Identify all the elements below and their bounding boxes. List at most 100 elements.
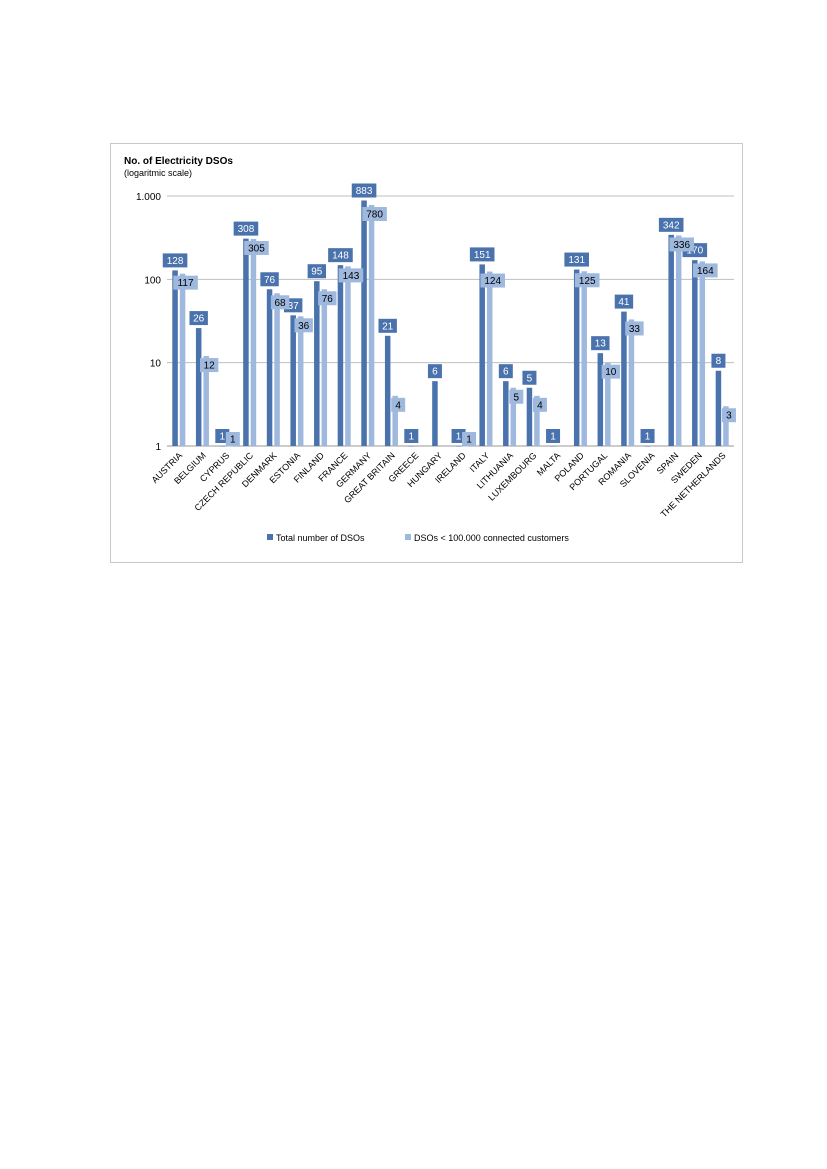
svg-text:76: 76 xyxy=(322,294,334,305)
svg-text:128: 128 xyxy=(167,256,184,267)
data-label-total: 1 xyxy=(640,429,655,443)
data-label-small-dso: 10 xyxy=(601,364,621,379)
data-label-small-dso: 1 xyxy=(462,432,477,446)
chart-subtitle: (logaritmic scale) xyxy=(124,168,192,178)
data-label-small-dso: 336 xyxy=(669,237,694,252)
data-label-total: 308 xyxy=(233,221,259,236)
bar-total xyxy=(573,269,580,446)
y-tick-label: 1 xyxy=(155,442,161,453)
data-label-total: 76 xyxy=(260,272,279,287)
bar-total xyxy=(195,328,202,446)
bar-total xyxy=(550,446,556,447)
bar-small-dso xyxy=(368,204,375,446)
bar-small-dso xyxy=(534,395,540,446)
svg-text:1: 1 xyxy=(456,432,462,443)
bar-total xyxy=(314,281,320,446)
bar-total xyxy=(266,289,273,446)
svg-text:12: 12 xyxy=(204,361,216,372)
svg-text:125: 125 xyxy=(579,276,596,287)
bar-small-dso xyxy=(723,406,729,446)
data-label-small-dso: 5 xyxy=(509,389,524,404)
svg-text:37: 37 xyxy=(288,301,300,312)
data-label-total: 95 xyxy=(307,264,327,279)
svg-text:21: 21 xyxy=(382,321,394,332)
svg-text:151: 151 xyxy=(474,250,491,261)
bar-total xyxy=(337,265,344,446)
chart-title: No. of Electricity DSOs xyxy=(124,156,233,167)
svg-text:143: 143 xyxy=(343,271,360,282)
data-label-small-dso: 164 xyxy=(693,263,718,278)
data-label-small-dso: 125 xyxy=(574,273,600,288)
svg-text:342: 342 xyxy=(663,220,680,231)
bar-small-dso xyxy=(605,362,611,446)
bar-small-dso xyxy=(510,387,517,446)
svg-text:148: 148 xyxy=(332,251,349,262)
svg-text:95: 95 xyxy=(311,267,323,278)
dso-bar-chart: No. of Electricity DSOs (logaritmic scal… xyxy=(124,156,736,543)
data-label-total: 148 xyxy=(328,248,353,263)
svg-text:4: 4 xyxy=(395,400,401,411)
bar-small-dso xyxy=(699,261,706,446)
svg-text:8: 8 xyxy=(716,356,722,367)
data-label-small-dso: 3 xyxy=(721,408,736,423)
y-tick-label: 10 xyxy=(150,359,162,370)
data-label-total: 41 xyxy=(614,294,634,309)
svg-text:117: 117 xyxy=(178,278,194,289)
svg-text:308: 308 xyxy=(238,224,255,235)
svg-text:1: 1 xyxy=(409,432,415,443)
bar-total xyxy=(290,315,296,446)
y-tick-label: 1.000 xyxy=(136,192,161,203)
data-label-total: 883 xyxy=(351,183,377,198)
chart-frame: No. of Electricity DSOs (logaritmic scal… xyxy=(110,143,743,563)
bar-small-dso xyxy=(179,273,186,446)
svg-text:131: 131 xyxy=(568,255,585,266)
svg-text:10: 10 xyxy=(605,367,617,378)
svg-text:5: 5 xyxy=(527,373,533,384)
bar-total xyxy=(408,446,415,447)
bar-total xyxy=(644,446,651,447)
bar-total xyxy=(455,446,462,447)
data-label-total: 131 xyxy=(564,252,589,267)
bar-small-dso xyxy=(203,356,209,446)
y-axis-ticks: 1 10 100 1.000 xyxy=(136,192,161,453)
bar-total xyxy=(668,234,674,446)
svg-text:26: 26 xyxy=(193,314,205,325)
bar-total xyxy=(432,381,438,446)
svg-text:76: 76 xyxy=(264,275,276,286)
data-label-small-dso: 4 xyxy=(391,397,406,412)
bar-total xyxy=(597,353,604,446)
bar-total xyxy=(361,200,367,446)
bar-small-dso xyxy=(345,266,351,446)
svg-text:68: 68 xyxy=(275,298,287,309)
data-label-total: 13 xyxy=(591,336,610,351)
svg-text:33: 33 xyxy=(629,324,641,335)
svg-text:1: 1 xyxy=(645,432,651,443)
svg-text:883: 883 xyxy=(356,186,373,197)
data-label-small-dso: 117 xyxy=(173,275,198,290)
bar-small-dso xyxy=(274,293,280,446)
bar-small-dso xyxy=(297,316,304,446)
data-label-small-dso: 1 xyxy=(225,432,240,446)
bar-small-dso xyxy=(250,238,257,446)
svg-text:1: 1 xyxy=(550,432,556,443)
bar-total xyxy=(526,387,533,446)
bar-total xyxy=(219,446,226,447)
bar-small-dso xyxy=(321,289,328,446)
svg-text:124: 124 xyxy=(484,276,501,287)
bar-total xyxy=(384,335,391,446)
svg-text:Total number of DSOs: Total number of DSOs xyxy=(276,533,365,543)
legend-item: DSOs < 100.000 connected customers xyxy=(405,533,569,543)
data-label-total: 1 xyxy=(404,429,419,443)
svg-text:170: 170 xyxy=(686,246,703,257)
data-label-total: 1 xyxy=(546,429,561,443)
bar-small-dso xyxy=(227,446,233,447)
svg-text:305: 305 xyxy=(248,243,265,254)
bar-small-dso xyxy=(675,235,682,446)
bar-total xyxy=(503,381,509,446)
data-label-total: 128 xyxy=(162,253,188,268)
svg-text:1: 1 xyxy=(466,435,472,446)
bar-total xyxy=(479,264,485,446)
bar-total xyxy=(243,238,249,446)
svg-text:4: 4 xyxy=(537,400,543,411)
